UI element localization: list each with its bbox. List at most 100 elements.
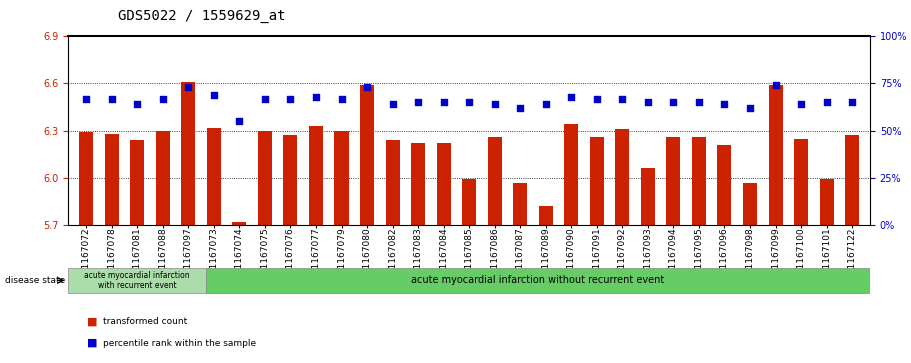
Point [156,96,170,102]
Text: GSM1167098: GSM1167098 [745,227,754,288]
Bar [794,139,808,225]
Bar [283,135,298,225]
Text: percentile rank within the sample: percentile rank within the sample [103,339,256,347]
Point [513,105,527,111]
Bar [258,131,272,225]
Bar [411,143,425,225]
Bar [360,85,374,225]
Point [666,99,681,105]
Bar [589,137,604,225]
Point [207,92,221,98]
Text: GSM1167093: GSM1167093 [643,227,652,288]
Point [691,99,706,105]
Point [462,99,476,105]
Point [105,96,119,102]
Text: ■: ■ [87,338,97,348]
Bar [564,125,578,225]
Bar [334,131,349,225]
Text: acute myocardial infarction
with recurrent event: acute myocardial infarction with recurre… [85,271,190,290]
Bar [487,137,502,225]
Point [640,99,655,105]
Point [793,101,808,107]
Text: GSM1167082: GSM1167082 [388,227,397,288]
Bar [513,183,527,225]
Text: GSM1167086: GSM1167086 [490,227,499,288]
Point [742,105,757,111]
Bar [462,179,476,225]
Bar [666,137,681,225]
Point [819,99,834,105]
Bar [309,126,323,225]
Point [538,101,553,107]
Text: GSM1167087: GSM1167087 [516,227,525,288]
Text: GSM1167074: GSM1167074 [235,227,244,288]
Point [309,94,323,99]
Text: GSM1167073: GSM1167073 [210,227,219,288]
Point [283,96,298,102]
Bar [206,268,870,293]
Point [564,94,578,99]
Point [436,99,451,105]
Point [717,101,732,107]
Text: GSM1167077: GSM1167077 [312,227,321,288]
Text: acute myocardial infarction without recurrent event: acute myocardial infarction without recu… [412,276,665,285]
Text: GSM1167078: GSM1167078 [107,227,117,288]
Bar [232,222,246,225]
Bar [769,85,783,225]
Point [181,84,196,90]
Text: GSM1167090: GSM1167090 [567,227,576,288]
Point [258,96,272,102]
Bar [68,268,206,293]
Point [411,99,425,105]
Bar [130,140,144,225]
Text: GSM1167072: GSM1167072 [82,227,91,288]
Text: GSM1167075: GSM1167075 [261,227,270,288]
Text: disease state: disease state [5,276,65,285]
Point [487,101,502,107]
Text: GSM1167100: GSM1167100 [796,227,805,288]
Point [360,84,374,90]
Bar [692,137,706,225]
Bar [385,140,400,225]
Point [768,82,783,88]
Text: transformed count: transformed count [103,317,187,326]
Text: GDS5022 / 1559629_at: GDS5022 / 1559629_at [118,9,286,23]
Bar [845,135,859,225]
Text: GSM1167092: GSM1167092 [618,227,627,288]
Bar [436,143,451,225]
Text: GSM1167081: GSM1167081 [133,227,142,288]
Bar [105,134,118,225]
Text: GSM1167089: GSM1167089 [541,227,550,288]
Text: GSM1167099: GSM1167099 [771,227,780,288]
Text: GSM1167080: GSM1167080 [363,227,372,288]
Bar [79,132,93,225]
Text: GSM1167076: GSM1167076 [286,227,295,288]
Bar [820,179,834,225]
Bar [538,206,553,225]
Text: GSM1167094: GSM1167094 [669,227,678,288]
Text: GSM1167083: GSM1167083 [414,227,423,288]
Text: GSM1167088: GSM1167088 [159,227,168,288]
Text: GSM1167122: GSM1167122 [847,227,856,287]
Point [589,96,604,102]
Text: GSM1167101: GSM1167101 [822,227,831,288]
Text: GSM1167085: GSM1167085 [465,227,474,288]
Text: GSM1167084: GSM1167084 [439,227,448,288]
Text: ■: ■ [87,316,97,326]
Text: GSM1167096: GSM1167096 [720,227,729,288]
Bar [207,127,220,225]
Point [232,118,247,124]
Text: GSM1167079: GSM1167079 [337,227,346,288]
Point [385,101,400,107]
Bar [181,82,195,225]
Text: GSM1167095: GSM1167095 [694,227,703,288]
Bar [743,183,757,225]
Bar [615,129,630,225]
Point [615,96,630,102]
Point [844,99,859,105]
Text: GSM1167091: GSM1167091 [592,227,601,288]
Point [79,96,94,102]
Bar [718,145,732,225]
Point [130,101,145,107]
Point [334,96,349,102]
